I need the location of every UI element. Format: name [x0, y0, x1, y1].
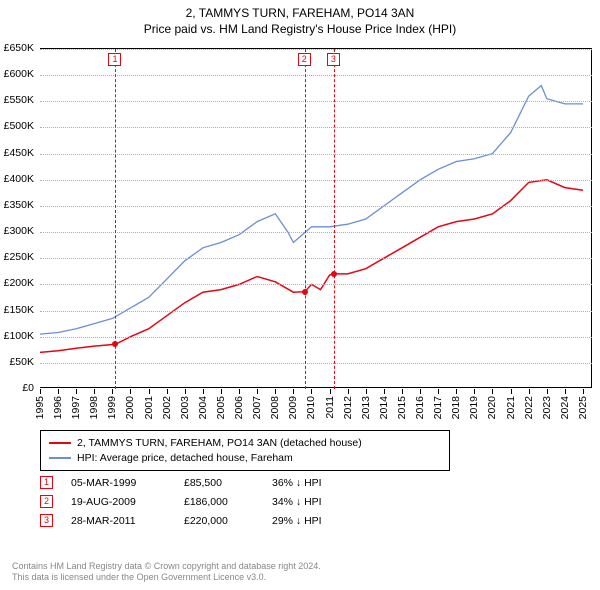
sale-date: 05-MAR-1999 [71, 477, 166, 489]
y-tick-label: £500K [0, 120, 34, 132]
sale-point [302, 289, 308, 295]
y-tick-label: £200K [0, 277, 34, 289]
sale-date: 28-MAR-2011 [71, 515, 166, 527]
x-tick-label: 2019 [468, 396, 480, 419]
x-tick-label: 2016 [414, 396, 426, 419]
legend: 2, TAMMYS TURN, FAREHAM, PO14 3AN (detac… [40, 430, 450, 471]
plot-region: 1 2 3 [40, 48, 592, 388]
x-tick-label: 2000 [124, 396, 136, 419]
y-tick-label: £550K [0, 94, 34, 106]
event-marker-2: 2 [298, 53, 311, 66]
x-tick-label: 2012 [342, 396, 354, 419]
title-line2: Price paid vs. HM Land Registry's House … [0, 22, 600, 38]
x-tick-label: 2001 [143, 396, 155, 419]
y-tick-label: £650K [0, 42, 34, 54]
sale-row-2: 2 19-AUG-2009 £186,000 34% ↓ HPI [40, 495, 322, 508]
sale-price: £220,000 [184, 515, 254, 527]
sale-row-1: 1 05-MAR-1999 £85,500 36% ↓ HPI [40, 476, 322, 489]
legend-label-price: 2, TAMMYS TURN, FAREHAM, PO14 3AN (detac… [77, 436, 362, 451]
x-tick-label: 2009 [287, 396, 299, 419]
event-line-1 [115, 49, 116, 389]
x-tick-label: 1996 [52, 396, 64, 419]
y-tick-label: £150K [0, 304, 34, 316]
sales-table: 1 05-MAR-1999 £85,500 36% ↓ HPI 2 19-AUG-2009… [40, 476, 322, 533]
attribution-line2: This data is licensed under the Open Gov… [12, 572, 321, 584]
title-line1: 2, TAMMYS TURN, FAREHAM, PO14 3AN [0, 6, 600, 22]
y-tick-label: £250K [0, 251, 34, 263]
sale-diff: 36% ↓ HPI [272, 477, 322, 489]
y-tick-label: £600K [0, 68, 34, 80]
x-tick-label: 2017 [432, 396, 444, 419]
x-tick-label: 2022 [523, 396, 535, 419]
x-tick-label: 2007 [251, 396, 263, 419]
legend-row-1: 2, TAMMYS TURN, FAREHAM, PO14 3AN (detac… [49, 436, 441, 451]
attribution: Contains HM Land Registry data © Crown c… [12, 561, 321, 584]
x-tick-label: 1998 [88, 396, 100, 419]
event-marker-1: 1 [108, 53, 121, 66]
sale-date: 19-AUG-2009 [71, 496, 166, 508]
x-tick-label: 2023 [541, 396, 553, 419]
x-tick-label: 2021 [505, 396, 517, 419]
title-block: 2, TAMMYS TURN, FAREHAM, PO14 3AN Price … [0, 0, 600, 37]
chart-container: 2, TAMMYS TURN, FAREHAM, PO14 3AN Price … [0, 0, 600, 590]
sale-marker-2: 2 [40, 495, 53, 508]
sale-diff: 34% ↓ HPI [272, 496, 322, 508]
sale-marker-3: 3 [40, 514, 53, 527]
sale-price: £186,000 [184, 496, 254, 508]
x-tick-label: 2015 [396, 396, 408, 419]
sale-row-3: 3 28-MAR-2011 £220,000 29% ↓ HPI [40, 514, 322, 527]
y-tick-label: £50K [0, 356, 34, 368]
sale-marker-1: 1 [40, 476, 53, 489]
legend-label-hpi: HPI: Average price, detached house, Fare… [77, 451, 293, 466]
x-tick-label: 2020 [486, 396, 498, 419]
legend-swatch-price [49, 442, 71, 444]
y-tick-label: £300K [0, 225, 34, 237]
sale-diff: 29% ↓ HPI [272, 515, 322, 527]
chart-area: 123 £0£50K£100K£150K£200K£250K£300K£350K… [40, 48, 592, 428]
series-hpi [40, 86, 583, 335]
x-tick-label: 2005 [215, 396, 227, 419]
x-tick-label: 2010 [305, 396, 317, 419]
x-tick-label: 2014 [378, 396, 390, 419]
sale-point [331, 271, 337, 277]
x-tick-label: 2025 [577, 396, 589, 419]
x-tick-label: 1997 [70, 396, 82, 419]
x-tick-label: 1995 [34, 396, 46, 419]
x-tick-label: 2024 [559, 396, 571, 419]
line-layer [40, 49, 592, 389]
legend-swatch-hpi [49, 457, 71, 459]
attribution-line1: Contains HM Land Registry data © Crown c… [12, 561, 321, 573]
x-tick-label: 1999 [106, 396, 118, 419]
x-tick-label: 2004 [197, 396, 209, 419]
y-tick-label: £400K [0, 173, 34, 185]
event-line-2 [305, 49, 306, 389]
sale-point [112, 341, 118, 347]
y-tick-label: £0 [0, 382, 34, 394]
event-line-3 [334, 49, 335, 389]
x-tick-label: 2011 [324, 396, 336, 419]
y-tick-label: £100K [0, 330, 34, 342]
event-marker-3: 3 [327, 53, 340, 66]
x-tick-label: 2003 [179, 396, 191, 419]
x-tick-label: 2013 [360, 396, 372, 419]
sale-price: £85,500 [184, 477, 254, 489]
x-tick-label: 2018 [450, 396, 462, 419]
x-tick-label: 2008 [269, 396, 281, 419]
x-tick-label: 2002 [161, 396, 173, 419]
y-tick-label: £350K [0, 199, 34, 211]
y-tick-label: £450K [0, 147, 34, 159]
x-tick-label: 2006 [233, 396, 245, 419]
legend-row-2: HPI: Average price, detached house, Fare… [49, 451, 441, 466]
